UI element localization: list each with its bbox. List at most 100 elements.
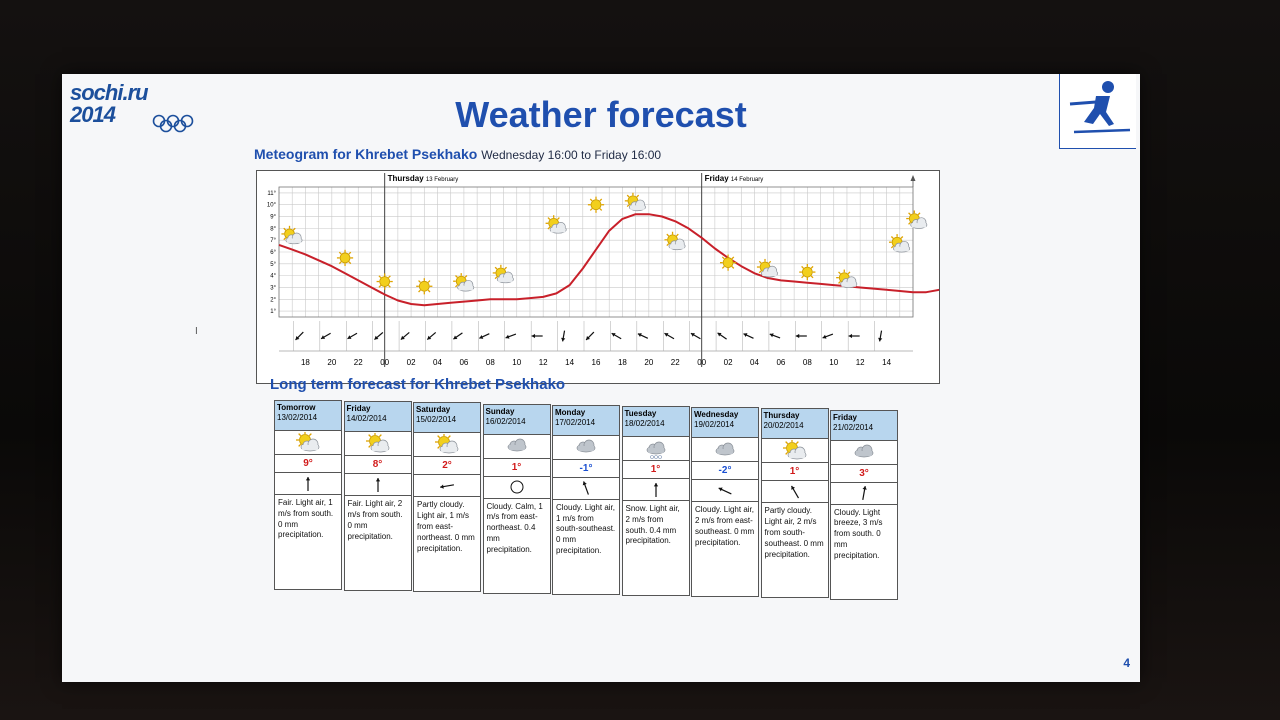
partly-cloudy-icon bbox=[664, 231, 686, 251]
forecast-wind-cell bbox=[831, 483, 897, 505]
forecast-description: Fair. Light air, 1 m/s from south. 0 mm … bbox=[278, 498, 334, 540]
logo-line-2: 2014 bbox=[70, 102, 116, 127]
x-tick-label: 06 bbox=[776, 358, 785, 367]
wind-arrow-icon bbox=[637, 333, 649, 339]
forecast-description: Partly cloudy. Light air, 2 m/s from sou… bbox=[764, 506, 824, 559]
forecast-day-column: Tomorrow 13/02/2014 9° Fair. Light air, 1 m… bbox=[274, 400, 342, 590]
sun-icon bbox=[336, 249, 354, 267]
x-tick-label: 18 bbox=[301, 358, 310, 367]
x-tick-label: 20 bbox=[327, 358, 336, 367]
forecast-wind-cell bbox=[553, 478, 619, 500]
calm-wind-icon bbox=[510, 480, 523, 494]
wind-arrow-icon bbox=[505, 333, 517, 339]
meteogram-chart: Thursday 13 February Friday 14 February 1°… bbox=[256, 170, 1046, 384]
y-tick-label: 9° bbox=[270, 215, 276, 221]
x-tick-label: 12 bbox=[539, 358, 548, 367]
x-tick-label: 16 bbox=[592, 358, 601, 367]
slide-title: Weather forecast bbox=[455, 94, 747, 135]
forecast-day-date: 17/02/2014 bbox=[555, 417, 596, 427]
forecast-day-header: Tomorrow 13/02/2014 bbox=[275, 401, 341, 431]
snow-cloud-icon bbox=[646, 441, 665, 459]
forecast-day-date: 13/02/2014 bbox=[277, 413, 318, 422]
forecast-day-name: Thursday bbox=[763, 411, 800, 421]
wind-arrow-icon bbox=[717, 332, 727, 340]
wind-arrow-icon bbox=[400, 332, 410, 340]
cloud-icon bbox=[576, 439, 596, 453]
forecast-day-name: Wednesday bbox=[694, 410, 739, 420]
partly-cloudy-icon bbox=[365, 432, 389, 453]
forecast-symbol-cell bbox=[831, 441, 897, 465]
y-tick-label: 3° bbox=[270, 285, 276, 291]
meteogram-heading: Meteogram for Khrebet Psekhako Wednesday… bbox=[254, 146, 661, 162]
wind-arrow-icon bbox=[347, 332, 358, 340]
y-tick-label: 1° bbox=[270, 309, 276, 315]
x-tick-label: 04 bbox=[750, 358, 759, 367]
skier-pictogram-icon bbox=[1059, 74, 1136, 149]
forecast-day-header: Wednesday 19/02/2014 bbox=[692, 408, 758, 439]
wind-arrow-icon bbox=[453, 332, 463, 340]
forecast-day-date: 14/02/2014 bbox=[346, 414, 387, 424]
partly-cloudy-icon bbox=[492, 264, 514, 284]
x-tick-label: 22 bbox=[671, 358, 680, 367]
wind-arrow-icon bbox=[611, 332, 622, 340]
wind-arrow-icon bbox=[320, 332, 331, 340]
forecast-day-column: Monday 17/02/2014 -1° Cloudy. Light air, 1 … bbox=[552, 404, 620, 595]
wind-arrow-icon bbox=[743, 333, 754, 339]
sochi-2014-logo: sochi.ru 2014 bbox=[70, 82, 200, 142]
x-tick-label: 10 bbox=[829, 358, 838, 367]
forecast-temperature: 1° bbox=[761, 463, 828, 482]
wind-arrow-icon bbox=[531, 333, 543, 339]
forecast-symbol-cell bbox=[344, 432, 411, 457]
forecast-day-header: Saturday 15/02/2014 bbox=[414, 403, 480, 434]
x-tick-label: 06 bbox=[459, 358, 468, 367]
sun-icon bbox=[719, 254, 737, 271]
forecast-wind-cell bbox=[344, 474, 411, 497]
partly-cloudy-icon bbox=[782, 439, 806, 460]
wind-arrow-icon bbox=[374, 332, 384, 340]
x-tick-label: 00 bbox=[697, 358, 706, 367]
forecast-day-header: Friday 21/02/2014 bbox=[831, 410, 897, 441]
x-tick-label: 04 bbox=[433, 358, 442, 367]
partly-cloudy-icon bbox=[756, 258, 778, 278]
forecast-description: Cloudy. Calm, 1 m/s from east-northeast.… bbox=[486, 501, 543, 554]
forecast-temperature: 3° bbox=[831, 465, 897, 483]
forecast-day-column: Thursday 20/02/2014 1° Partly cloudy. Light… bbox=[760, 408, 829, 599]
partly-cloudy-icon bbox=[435, 433, 459, 454]
forecast-day-name: Sunday bbox=[485, 406, 515, 416]
wind-arrow-icon bbox=[440, 484, 454, 489]
wind-arrow-icon bbox=[862, 486, 867, 501]
forecast-description: Cloudy. Light air, 1 m/s from south-sout… bbox=[556, 502, 616, 555]
sun-icon bbox=[587, 196, 605, 213]
x-tick-label: 00 bbox=[380, 358, 389, 367]
forecast-day-name: Tuesday bbox=[624, 409, 657, 418]
wind-arrow-icon bbox=[561, 330, 566, 342]
sun-icon bbox=[799, 263, 816, 281]
forecast-description: Partly cloudy. Light air, 1 m/s from eas… bbox=[417, 500, 475, 553]
text-cursor-icon: I bbox=[195, 326, 198, 337]
x-tick-label: 18 bbox=[618, 358, 627, 367]
partly-cloudy-icon bbox=[296, 431, 320, 451]
meteogram-svg: Thursday 13 February Friday 14 February 1°… bbox=[267, 173, 1046, 367]
forecast-day-name: Friday bbox=[346, 404, 371, 414]
forecast-day-header: Friday 14/02/2014 bbox=[344, 402, 411, 433]
logo-line-1: sochi.ru bbox=[70, 80, 149, 105]
forecast-day-name: Tomorrow bbox=[277, 403, 316, 412]
forecast-day-date: 20/02/2014 bbox=[763, 421, 804, 431]
y-tick-label: 6° bbox=[270, 250, 276, 256]
forecast-day-column: Wednesday 19/02/2014 -2° Cloudy. Light air,… bbox=[691, 407, 759, 598]
page-number: 4 bbox=[1123, 656, 1130, 670]
wind-arrow-icon bbox=[848, 333, 860, 339]
forecast-symbol-cell bbox=[275, 431, 341, 455]
forecast-temperature: -2° bbox=[692, 462, 758, 481]
y-tick-label: 2° bbox=[270, 297, 276, 303]
meteogram-day-label: Friday 14 February bbox=[705, 174, 764, 183]
forecast-wind-cell bbox=[761, 481, 828, 504]
wind-arrow-icon bbox=[585, 331, 595, 341]
forecast-wind-cell bbox=[414, 475, 480, 498]
y-tick-label: 10° bbox=[267, 203, 277, 209]
wind-arrow-icon bbox=[878, 330, 883, 342]
wind-arrow-icon bbox=[582, 481, 589, 496]
partly-cloudy-icon bbox=[281, 225, 303, 245]
x-tick-label: 08 bbox=[486, 358, 495, 367]
forecast-wind-cell bbox=[692, 480, 758, 503]
